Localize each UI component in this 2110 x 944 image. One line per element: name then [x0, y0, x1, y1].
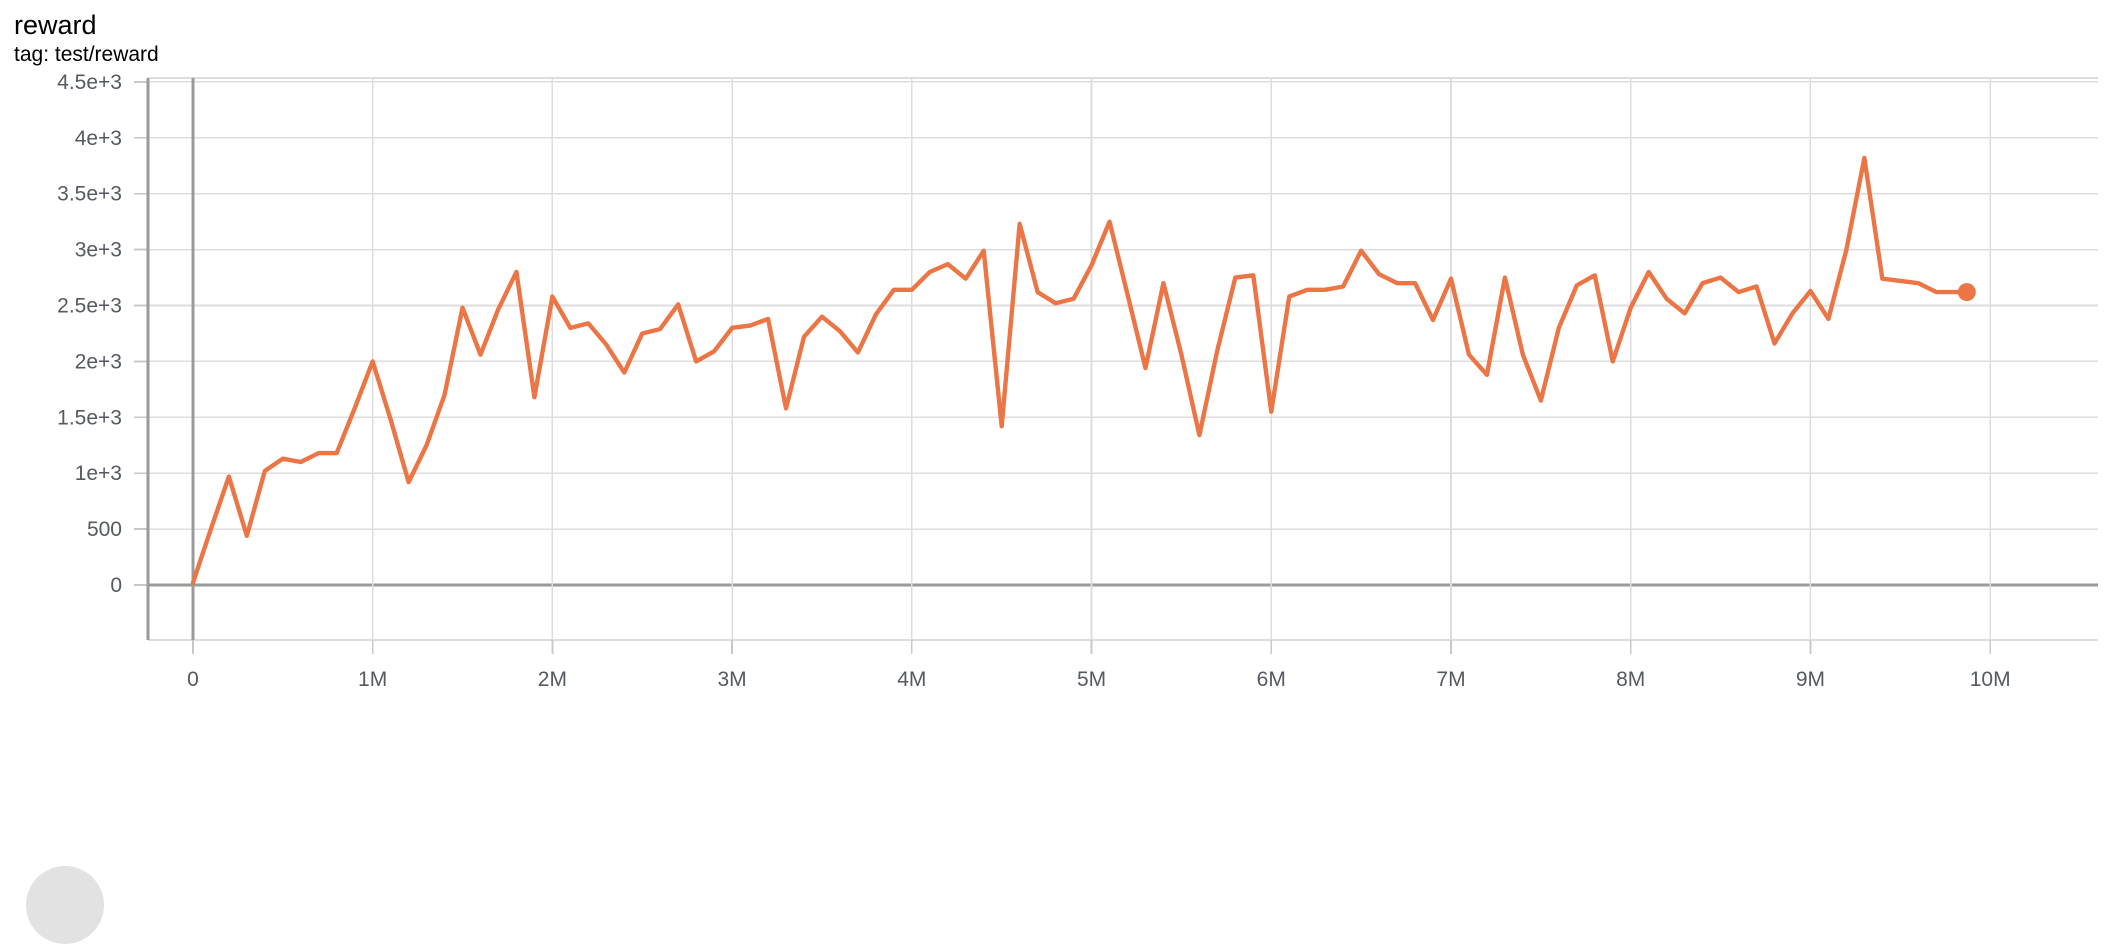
x-tick-label: 3M — [718, 668, 747, 691]
y-tick-label: 4.5e+3 — [57, 71, 122, 94]
y-tick-label: 2.5e+3 — [57, 295, 122, 318]
x-tick-label: 9M — [1796, 668, 1825, 691]
chart-tag-label: tag: test/reward — [14, 43, 159, 66]
x-tick-label: 7M — [1436, 668, 1465, 691]
y-tick-label: 1.5e+3 — [57, 406, 122, 429]
y-tick-label: 1e+3 — [75, 462, 122, 485]
reward-series-line[interactable] — [190, 155, 1970, 585]
plot-container[interactable]: 0 500 1e+3 1.5e+3 2e+3 2.5e+3 3e+3 3.5e+3 4e+3 4.… — [0, 0, 2110, 910]
series-endpoint-marker[interactable] — [1957, 283, 1976, 302]
x-tick-label: 5M — [1077, 668, 1106, 691]
series-layer[interactable] — [190, 155, 1976, 585]
y-tick-label: 500 — [87, 518, 122, 541]
y-tick-label: 0 — [110, 574, 122, 597]
y-tick-label: 2e+3 — [75, 350, 122, 373]
grid-layer — [134, 77, 2098, 654]
x-tick-label: 2M — [538, 668, 567, 691]
x-tick-label: 8M — [1616, 668, 1645, 691]
x-axis-labels: 0 1M 2M 3M 4M 5M 6M 7M 8M 9M 10M — [187, 668, 2011, 691]
chart-header: reward tag: test/reward — [14, 10, 914, 68]
y-tick-label: 4e+3 — [75, 127, 122, 150]
x-tick-label: 4M — [897, 668, 926, 691]
y-axis-labels: 0 500 1e+3 1.5e+3 2e+3 2.5e+3 3e+3 3.5e+3 4e+3 4.… — [57, 71, 122, 597]
x-tick-label: 0 — [187, 668, 199, 691]
y-tick-label: 3.5e+3 — [57, 183, 122, 206]
x-tick-label: 10M — [1970, 668, 2011, 691]
y-tick-label: 3e+3 — [75, 239, 122, 262]
scroll-affordance-circle — [26, 866, 104, 944]
line-chart-svg[interactable]: 0 500 1e+3 1.5e+3 2e+3 2.5e+3 3e+3 3.5e+3 4e+3 4.… — [0, 0, 2110, 910]
x-tick-label: 1M — [358, 668, 387, 691]
x-tick-label: 6M — [1257, 668, 1286, 691]
page-title: reward — [14, 10, 97, 40]
